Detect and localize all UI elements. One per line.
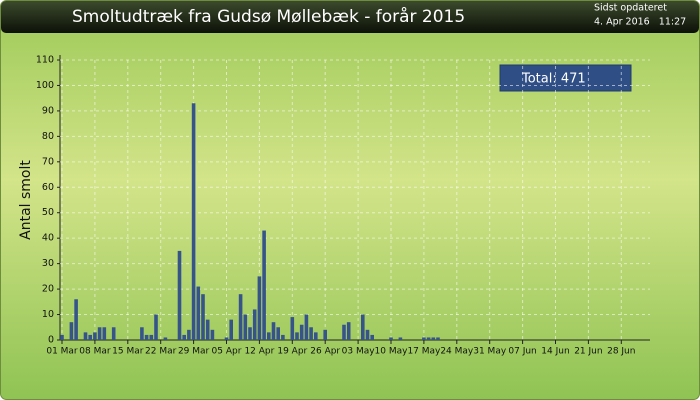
bar [290,317,295,340]
bar [83,332,88,340]
header-bar [1,1,699,33]
bar [60,334,64,340]
y-tick-label: 30 [42,258,54,269]
x-tick-label: 19 Apr [277,347,307,357]
bar [276,327,280,340]
bar [304,314,309,340]
bar [370,334,374,340]
x-tick-label: 03 May [342,347,376,357]
x-tick-label: 15 Mar [112,347,144,357]
x-tick-label: 29 Mar [178,347,210,357]
x-tick-label: 21 Jun [574,347,602,357]
bar [154,314,158,340]
x-tick-label: 12 Apr [244,347,274,357]
bar [93,332,97,340]
bar [238,294,243,340]
bar [196,286,201,340]
y-tick-label: 0 [48,335,54,346]
bar [281,334,285,340]
bar [187,329,191,340]
bar [74,299,78,340]
bar [144,334,149,340]
x-tick-label: 28 Jun [607,347,635,357]
updated-label: Sidst opdateret [594,3,667,14]
total-box [499,64,632,92]
bar [205,319,210,340]
bar [248,327,252,340]
x-tick-label: 08 Mar [79,347,111,357]
bar [342,324,346,340]
y-tick-label: 110 [36,55,54,66]
bar [163,337,168,340]
bar [389,337,393,340]
y-tick-label: 90 [42,105,54,116]
bar [309,327,313,340]
bar [257,276,262,340]
bar [243,314,248,340]
bar [346,322,351,340]
bar [431,337,436,340]
bar [267,332,271,340]
bar [229,319,233,340]
x-tick-label: 26 Apr [310,347,340,357]
bar [140,327,144,340]
bar [426,337,431,340]
x-tick-label: 05 Apr [212,347,242,357]
bar [365,329,370,340]
bar [398,337,403,340]
y-tick-label: 10 [42,309,54,320]
x-tick-label: 14 Jun [541,347,569,357]
bar [191,103,196,340]
y-tick-label: 40 [42,233,54,244]
bar [111,327,116,340]
bar [422,337,426,340]
bar [69,322,74,340]
chart-title: Smoltudtræk fra Gudsø Møllebæk - forår 2… [72,6,465,27]
bar [97,327,102,340]
updated-time: 4. Apr 2016 11:27 [594,17,686,28]
bar [210,329,215,340]
bar [436,337,440,340]
bar [299,324,304,340]
bar [262,230,266,340]
x-tick-label: 10 May [375,347,409,357]
total-label: Total: 471 [521,72,586,87]
y-tick-label: 60 [42,182,54,193]
bar [271,322,276,340]
x-tick-label: 17 May [407,347,441,357]
bar [323,329,327,340]
y-tick-label: 80 [42,131,54,142]
x-tick-label: 31 May [473,347,507,357]
bar [224,337,229,340]
bar [88,334,92,340]
bar [182,334,186,340]
x-tick-label: 24 May [440,347,474,357]
y-tick-label: 50 [42,207,54,218]
bar [252,309,257,340]
y-tick-label: 70 [42,156,54,167]
bar [314,332,318,340]
x-tick-label: 07 Jun [508,347,536,357]
bar [149,334,154,340]
y-axis-label: Antal smolt [18,160,34,240]
x-tick-label: 01 Mar [46,347,78,357]
y-tick-label: 100 [36,80,54,91]
bar [201,294,205,340]
y-tick-label: 20 [42,284,54,295]
x-tick-label: 22 Mar [145,347,177,357]
bar [295,332,299,340]
bar [177,250,182,340]
bar [102,327,107,340]
bar [361,314,365,340]
